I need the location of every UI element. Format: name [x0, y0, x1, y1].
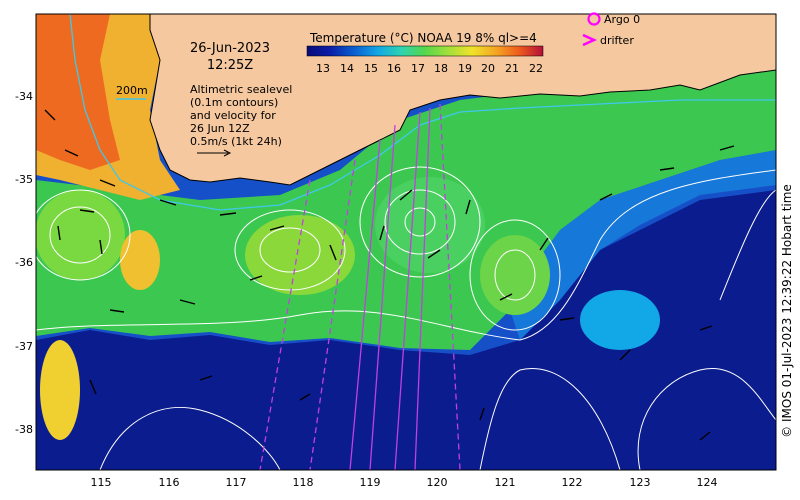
colorbar-title: Temperature (°C) NOAA 19 8% ql>=4	[309, 31, 537, 45]
longitude-axis: 115 116 117 118 119 120 121 122 123 124	[91, 476, 718, 489]
eddy-patch-east	[480, 235, 550, 315]
lat-tick: -34	[15, 90, 33, 103]
colorbar-tick: 17	[411, 62, 425, 75]
map-time: 12:25Z	[207, 58, 253, 73]
isobath-200m	[69, 14, 776, 211]
eddy-patch-center	[375, 177, 485, 273]
lon-tick: 119	[360, 476, 381, 489]
satellite-tracks	[259, 103, 461, 470]
annotation-line: (0.1m contours)	[190, 96, 278, 109]
colorbar-tick: 20	[481, 62, 495, 75]
lat-tick: -36	[15, 256, 33, 269]
eddy-patch-far-west	[36, 190, 125, 280]
annotation-line: and velocity for	[190, 109, 276, 122]
hot-water-region	[36, 14, 120, 170]
sealevel-contours	[36, 166, 776, 470]
map-plot-area	[36, 14, 776, 470]
cyan-patch	[580, 290, 660, 350]
argo-label: Argo 0	[604, 13, 640, 26]
latitude-axis: -34 -35 -36 -37 -38	[15, 90, 33, 436]
cool-water-region	[510, 150, 776, 340]
credit-text: © IMOS 01-Jul-2023 12:39:22 Hobart time	[780, 184, 794, 438]
lon-tick: 117	[226, 476, 247, 489]
lon-tick: 118	[293, 476, 314, 489]
lon-tick: 116	[159, 476, 180, 489]
lon-tick: 122	[562, 476, 583, 489]
lat-tick: -38	[15, 423, 33, 436]
colorbar-tick: 16	[387, 62, 401, 75]
lon-tick: 123	[630, 476, 651, 489]
eddy-patch-west	[245, 215, 355, 295]
lon-tick: 121	[495, 476, 516, 489]
map-date: 26-Jun-2023	[190, 41, 270, 56]
lon-tick: 124	[697, 476, 718, 489]
colorbar-tick: 14	[340, 62, 354, 75]
colorbar-tick: 13	[316, 62, 330, 75]
argo-marker-icon	[587, 12, 601, 26]
lon-tick: 115	[91, 476, 112, 489]
altimetry-annotation: Altimetric sealevel (0.1m contours) and …	[190, 83, 292, 157]
colorbar: Temperature (°C) NOAA 19 8% ql>=4 13 14 …	[306, 31, 544, 75]
colorbar-tick: 15	[364, 62, 378, 75]
lat-tick: -35	[15, 173, 33, 186]
legend: Argo 0 drifter	[582, 12, 640, 47]
annotation-line: 26 Jun 12Z	[190, 122, 250, 135]
colorbar-tick: 21	[505, 62, 519, 75]
lat-tick: -37	[15, 340, 33, 353]
drifter-label: drifter	[600, 34, 634, 47]
cold-water-region	[36, 190, 776, 470]
lon-tick: 120	[427, 476, 448, 489]
colorbar-tick: 18	[434, 62, 448, 75]
annotation-line: Altimetric sealevel	[190, 83, 292, 96]
annotation-line: 0.5m/s (1kt 24h)	[190, 135, 282, 148]
velocity-arrows	[44, 109, 735, 441]
colorbar-tick: 19	[458, 62, 472, 75]
colorbar-ramp	[306, 45, 544, 57]
warm-pocket-sw	[40, 340, 80, 440]
colorbar-tick: 22	[529, 62, 543, 75]
isobath-label: 200m	[116, 84, 148, 97]
drifter-marker-icon	[582, 33, 598, 47]
plot-frame	[35, 13, 777, 471]
warm-pocket	[120, 230, 160, 290]
